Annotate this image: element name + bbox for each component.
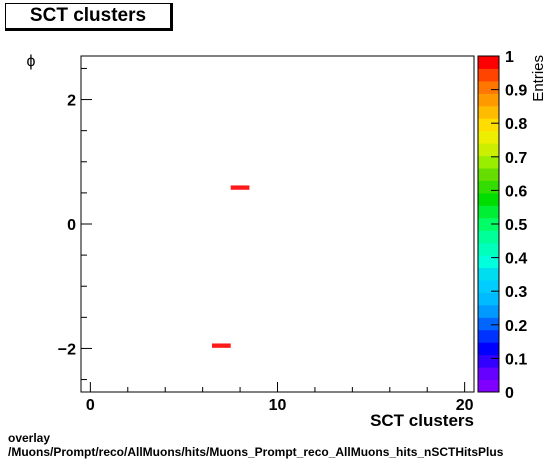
palette-swatch [478,118,499,132]
palette-swatch [478,379,499,393]
palette-tick-label: 0.1 [505,351,527,368]
palette-tick-label: 0 [505,385,514,402]
z-axis-label: Entries [530,55,546,102]
palette-swatch [478,56,499,69]
x-tick-label: 20 [456,397,474,414]
palette-tick-label: 0.6 [505,183,527,200]
palette-swatch [478,329,499,343]
heatmap-cell [212,343,231,348]
palette-swatch [478,68,499,82]
plot-frame [80,55,475,393]
x-tick-label: 10 [269,397,287,414]
palette-tick-label: 0.2 [505,318,527,335]
palette-swatch [478,155,499,169]
x-tick-label: 0 [86,397,95,414]
x-axis-label: SCT clusters [370,411,474,430]
palette-swatch [478,255,499,269]
palette-tick-label: 0.7 [505,150,527,167]
footer-path: /Muons/Prompt/reco/AllMuons/hits/Muons_P… [8,445,504,459]
palette-swatch [478,304,499,318]
palette-swatch [478,367,499,381]
palette-swatch [478,192,499,206]
palette-swatch [478,180,499,194]
heatmap-cell [230,185,250,190]
palette-swatch [478,317,499,331]
palette-swatch [478,342,499,356]
palette-tick-label: 0.5 [505,217,527,234]
palette-swatch [478,217,499,231]
palette-swatch [478,292,499,306]
palette-tick-label: 0.8 [505,116,527,133]
palette-swatch [478,242,499,256]
palette-swatch [478,205,499,219]
palette-swatch [478,230,499,244]
palette-swatch [478,105,499,119]
heatmap-chart: 0 10 20−202 00.10.20.30.40.50.60.70.80.91 … [27,49,546,430]
chart-title: SCT clusters [29,5,147,26]
palette-swatch [478,168,499,181]
palette-swatch [478,354,499,368]
palette-swatch [478,80,499,94]
palette-swatch [478,280,499,293]
palette-tick-label: 0.3 [505,284,527,301]
palette-swatch [478,143,499,157]
footer-overlay: overlay [8,431,51,445]
y-tick-label: −2 [58,341,76,358]
palette-tick-label: 1 [505,49,514,66]
palette-tick-label: 0.9 [505,83,527,100]
chart-title-box: SCT clusters [5,3,173,31]
palette-swatch [478,93,499,107]
y-axis-label: ϕ [27,53,36,70]
y-tick-label: 0 [67,217,76,234]
palette-swatch [478,267,499,281]
y-tick-label: 2 [67,93,76,110]
palette-swatch [478,130,499,144]
palette-tick-label: 0.4 [505,251,527,268]
